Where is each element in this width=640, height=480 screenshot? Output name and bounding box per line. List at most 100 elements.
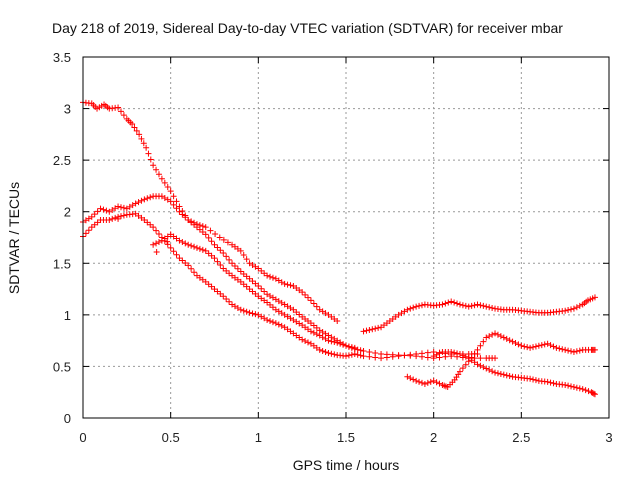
data-point — [451, 299, 458, 306]
data-point — [568, 306, 575, 313]
data-point — [340, 341, 347, 348]
data-point — [147, 194, 154, 201]
data-point — [243, 308, 250, 315]
data-point — [202, 224, 209, 231]
data-point — [535, 342, 542, 349]
data-point — [211, 255, 218, 262]
data-point — [223, 253, 230, 260]
data-point — [550, 343, 557, 350]
data-point — [404, 306, 411, 313]
data-point — [117, 108, 124, 115]
data-point — [237, 306, 244, 313]
data-point — [357, 347, 364, 354]
data-point — [369, 326, 376, 333]
data-point — [170, 248, 177, 255]
data-point — [117, 204, 124, 211]
series-outliers — [115, 215, 171, 255]
data-point — [150, 162, 157, 169]
data-point — [500, 334, 507, 341]
data-point — [492, 369, 499, 376]
data-point — [424, 349, 431, 356]
data-point — [424, 379, 431, 386]
data-point — [217, 262, 224, 269]
data-point — [427, 378, 434, 385]
data-point — [343, 353, 349, 360]
data-point — [480, 302, 487, 309]
data-point — [185, 241, 192, 248]
data-point — [153, 240, 160, 247]
data-point — [85, 227, 92, 234]
data-point — [500, 371, 507, 378]
data-point — [459, 365, 466, 372]
data-point — [465, 303, 472, 310]
x-axis-title: GPS time / hours — [293, 457, 400, 473]
data-point — [131, 124, 138, 131]
data-point — [530, 344, 537, 351]
data-point — [348, 344, 355, 351]
series-track-g — [430, 348, 598, 398]
data-point — [576, 385, 583, 392]
data-point — [492, 330, 499, 337]
data-point — [389, 353, 396, 360]
data-point — [527, 375, 534, 382]
data-point — [316, 346, 323, 353]
data-point — [562, 307, 569, 314]
data-point — [407, 305, 414, 312]
data-point — [155, 238, 162, 245]
data-point — [433, 379, 440, 386]
data-point — [459, 352, 466, 359]
data-point — [217, 247, 224, 254]
data-point — [570, 384, 577, 391]
data-point — [506, 337, 513, 344]
data-point — [155, 171, 162, 178]
data-point — [109, 215, 116, 222]
data-point — [179, 211, 186, 218]
data-point — [331, 339, 338, 346]
data-point — [337, 340, 344, 347]
data-point — [515, 341, 522, 348]
data-point — [144, 195, 151, 202]
data-point — [360, 353, 367, 360]
data-point — [302, 337, 309, 344]
data-point — [240, 307, 247, 314]
data-point — [199, 223, 206, 230]
data-point — [120, 212, 127, 219]
data-point — [442, 300, 449, 307]
data-point — [547, 342, 554, 349]
data-point — [351, 351, 358, 358]
data-point — [153, 227, 160, 234]
y-tick-label: 3 — [64, 102, 71, 117]
data-point — [185, 262, 192, 269]
data-point — [224, 239, 231, 246]
data-point — [573, 304, 580, 311]
data-point — [264, 317, 271, 324]
data-point — [214, 258, 221, 265]
x-tick-label: 2.5 — [512, 430, 530, 445]
data-point — [164, 238, 171, 245]
y-axis-title: SDTVAR / TECUs — [6, 182, 22, 294]
data-point — [518, 342, 525, 349]
series-track-f — [404, 330, 598, 391]
data-point — [147, 156, 154, 163]
data-point — [313, 331, 320, 338]
data-point — [430, 377, 437, 384]
data-point — [591, 294, 598, 301]
data-point — [416, 378, 423, 385]
data-point — [474, 361, 481, 368]
data-point — [281, 280, 288, 287]
data-point — [477, 302, 484, 309]
data-point — [264, 272, 271, 279]
data-point — [328, 350, 335, 357]
data-point — [430, 353, 437, 360]
data-point — [229, 260, 236, 267]
y-tick-label: 3.5 — [53, 50, 71, 65]
data-point — [497, 333, 504, 340]
data-point — [471, 350, 478, 357]
data-point — [129, 121, 136, 128]
data-point — [140, 140, 147, 147]
data-point — [310, 300, 317, 307]
data-point — [199, 246, 206, 253]
data-point — [565, 382, 572, 389]
data-point — [354, 351, 361, 358]
